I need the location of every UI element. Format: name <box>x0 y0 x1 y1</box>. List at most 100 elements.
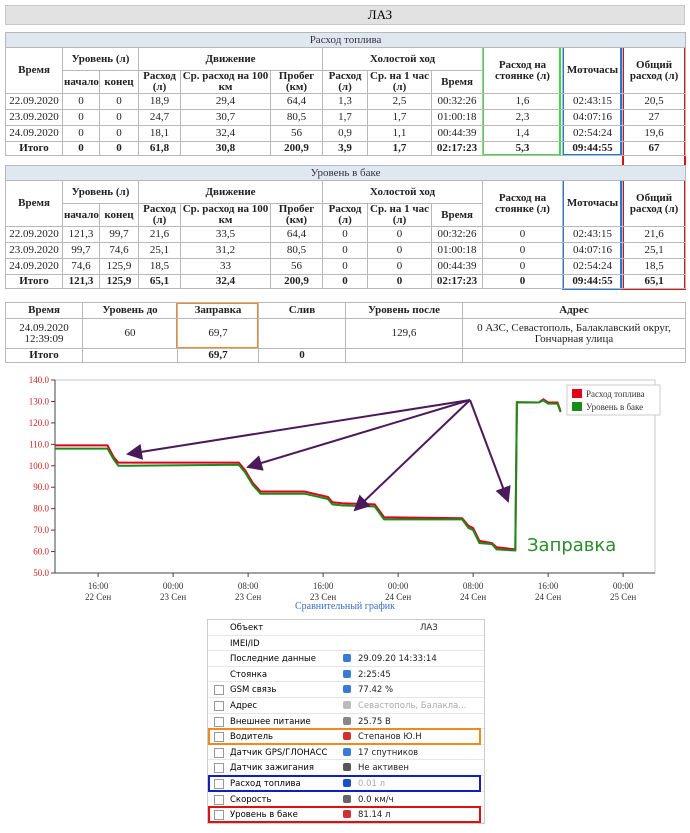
table-cell: 0 <box>482 274 563 289</box>
y-tick-label: 100.0 <box>29 461 50 471</box>
table-cell: 0 <box>322 226 368 243</box>
table-cell: 121,3 <box>62 226 100 243</box>
table-cell: 65,1 <box>621 274 687 289</box>
table-cell: 0 <box>99 93 139 110</box>
table-cell: 1,1 <box>367 125 432 142</box>
header-row: Время Уровень до Заправка Слив Уровень после… <box>5 302 686 319</box>
row-value: 0.0 км/ч <box>358 794 394 805</box>
table-cell <box>258 318 346 349</box>
table-cell: 33 <box>180 258 271 275</box>
table-cell: 20,5 <box>621 93 687 110</box>
table-cell: Движение <box>138 47 323 71</box>
table-cell: 129,6 <box>345 318 463 349</box>
table-cell: 99,7 <box>99 226 139 243</box>
table-cell: 27 <box>621 109 687 126</box>
header-row: начало конец Расход (л) Ср. расход на 100 к… <box>6 70 686 94</box>
table-cell: Адрес <box>462 302 686 319</box>
table-cell: 32,4 <box>180 125 271 142</box>
checkbox <box>214 763 224 774</box>
table-cell: 30,8 <box>180 141 271 156</box>
table-cell: Уровень до <box>82 302 178 319</box>
table-cell: начало <box>62 203 100 227</box>
table-cell: 0 <box>367 226 432 243</box>
checkbox <box>214 794 224 805</box>
table-cell: Расход на стоянке (л) <box>482 180 563 227</box>
table-cell: Время <box>5 180 63 227</box>
row-icon <box>343 654 351 663</box>
table-cell: Расход топлива <box>4 32 687 48</box>
table-cell: 18,5 <box>138 258 181 275</box>
table-cell: 1,3 <box>322 93 368 110</box>
table-cell: 64,4 <box>270 93 323 110</box>
arrow <box>246 399 471 471</box>
row-icon <box>343 732 351 741</box>
title-row: Уровень в баке <box>4 165 687 181</box>
panel-row: Датчик GPS/ГЛОНАСС 17 спутников <box>208 745 484 761</box>
table-cell: 31,2 <box>180 242 271 259</box>
table-cell: 0 <box>62 141 100 156</box>
table-cell: Движение <box>138 180 323 204</box>
table-cell: Ср. расход на 100 км <box>180 70 271 94</box>
table-cell: 0 <box>99 141 139 156</box>
row-value: 2:25:45 <box>358 669 391 680</box>
x-tick-label: 16:00 23 Сен <box>310 581 336 602</box>
row-value: Степанов Ю.Н <box>358 732 422 743</box>
row-icon <box>343 669 351 678</box>
table-cell: Время <box>431 203 483 227</box>
row-label: Последние данные <box>230 654 316 665</box>
table-cell: 24.09.2020 <box>5 125 63 142</box>
x-tick-label: 08:00 24 Сен <box>460 581 486 602</box>
table-cell: Ср. на 1 час (л) <box>367 203 432 227</box>
table-cell: Моточасы <box>562 180 623 227</box>
table-cell: 23.09.2020 <box>5 109 63 126</box>
panel-row: GSM связь 77.42 % <box>208 682 484 698</box>
checkbox <box>214 778 224 789</box>
table-cell: Моточасы <box>562 47 623 94</box>
row-icon <box>343 747 351 756</box>
table-cell: 18,1 <box>138 125 181 142</box>
table-cell: 0 <box>62 93 100 110</box>
legend-swatch <box>572 402 582 411</box>
data-row: 23.09.2020 99,7 74,6 25,1 31,2 80,5 0 0 01:00:18… <box>5 242 687 259</box>
table-cell: 21,6 <box>138 226 181 243</box>
table-cell: Холостой ход <box>322 47 483 71</box>
table-cell: Заправка <box>177 302 259 319</box>
table-cell: Время <box>5 302 83 319</box>
table-cell: Пробег (км) <box>270 203 323 227</box>
arrow <box>126 399 471 460</box>
data-row: 24.09.2020 12:39:09 60 69,7 129,6 0 АЗС, Сев… <box>5 318 686 349</box>
table-cell: 0 <box>367 258 432 275</box>
table-cell: Слив <box>258 302 346 319</box>
checkbox <box>214 716 224 727</box>
table-cell: 21,6 <box>621 226 687 243</box>
table-cell: 0 <box>367 242 432 259</box>
table-cell <box>82 348 178 363</box>
annotation: Заправка <box>527 535 616 556</box>
table-cell: 1,6 <box>482 93 563 110</box>
table-cell: 1,4 <box>482 125 563 142</box>
y-tick-label: 70.0 <box>33 525 49 535</box>
table-cell: конец <box>99 70 139 94</box>
table-cell: Итого <box>5 141 63 156</box>
table-cell: 22.09.2020 <box>5 226 63 243</box>
table-cell: 0 <box>367 274 432 289</box>
table-cell: 99,7 <box>62 242 100 259</box>
table-cell: 200,9 <box>270 141 323 156</box>
highlight <box>208 775 481 792</box>
table-cell: 2,3 <box>482 109 563 126</box>
row-value: 25.75 В <box>358 716 391 727</box>
row-label: Датчик зажигания <box>230 763 314 774</box>
total-row: Итого 0 0 61,8 30,8 200,9 3,9 1,7 02:17:23 5,3 09:… <box>5 141 687 156</box>
table-cell: 0 <box>258 348 346 363</box>
table-cell: 125,9 <box>99 274 139 289</box>
table-cell: Время <box>431 70 483 94</box>
y-tick-label: 110.0 <box>29 439 49 449</box>
row-label: Водитель <box>230 732 274 743</box>
table-cell: 0 <box>99 109 139 126</box>
data-table: Уровень в баке Время Уровень (л) Движение Хо… <box>4 165 687 289</box>
total-row: Итого 69,7 0 <box>5 348 686 363</box>
x-tick-label: 16:00 24 Сен <box>535 581 561 602</box>
table-cell: 56 <box>270 258 323 275</box>
table-cell <box>345 348 463 363</box>
header-row: Время Уровень (л) Движение Холостой ход Расх… <box>5 47 687 94</box>
